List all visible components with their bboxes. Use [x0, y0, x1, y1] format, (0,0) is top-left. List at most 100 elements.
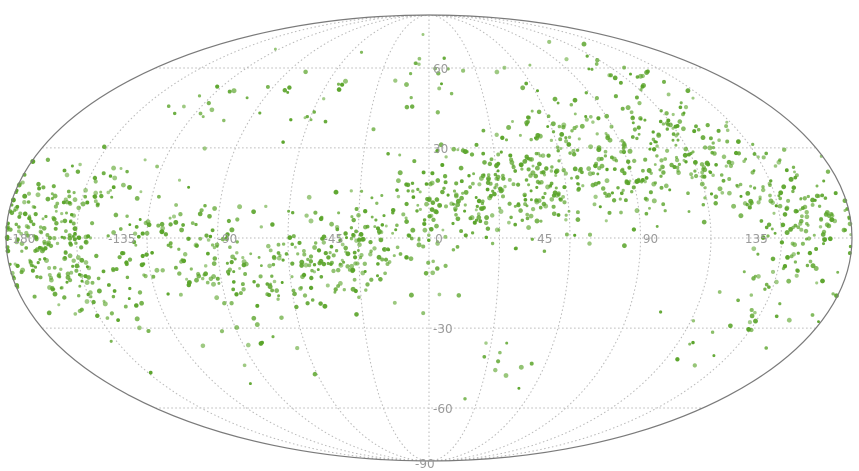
data-point [537, 133, 543, 139]
data-point [331, 268, 336, 274]
data-point [435, 178, 441, 183]
data-point [281, 242, 286, 246]
data-point [575, 217, 581, 222]
longitude-tick-label: 0 [435, 232, 443, 246]
data-point [224, 236, 229, 241]
data-point [632, 127, 637, 132]
data-point [123, 304, 128, 309]
data-point [619, 191, 624, 196]
data-point [761, 187, 766, 193]
data-point [770, 256, 776, 262]
data-point [627, 148, 633, 154]
data-point [290, 275, 294, 279]
data-point [356, 213, 361, 218]
data-point [231, 88, 237, 94]
data-point [24, 246, 29, 250]
data-point [770, 200, 775, 205]
data-point [409, 104, 415, 109]
data-point [791, 185, 797, 190]
data-point [267, 284, 273, 290]
data-point [550, 121, 556, 127]
data-point [498, 350, 502, 355]
data-point [383, 271, 387, 276]
data-point [685, 88, 691, 94]
data-point [676, 138, 680, 142]
data-point [592, 202, 597, 207]
data-point [630, 135, 635, 139]
data-point [140, 253, 145, 259]
data-point [541, 195, 545, 200]
data-point [570, 176, 573, 180]
data-point [79, 245, 84, 250]
data-point [83, 194, 88, 199]
data-point [525, 204, 529, 208]
data-point [63, 255, 67, 260]
data-point [456, 293, 462, 298]
data-point [753, 310, 757, 315]
data-point [482, 354, 487, 359]
data-point [74, 241, 78, 245]
data-point [34, 237, 39, 242]
data-point [337, 211, 341, 215]
data-point [701, 202, 706, 207]
data-point [785, 255, 790, 260]
data-point [137, 290, 143, 295]
data-point [405, 182, 411, 188]
data-point [493, 367, 498, 373]
data-point [291, 211, 295, 215]
data-point [496, 161, 501, 166]
data-point [206, 100, 211, 106]
data-point [45, 196, 51, 202]
data-point [590, 182, 596, 188]
data-point [742, 159, 746, 164]
data-point [284, 252, 289, 256]
data-point [474, 196, 478, 199]
data-point [672, 164, 677, 169]
data-point [93, 199, 98, 204]
latitude-tick-label: 60 [433, 62, 448, 76]
meridian-line [428, 14, 783, 462]
data-point [19, 241, 25, 246]
data-point [513, 204, 517, 208]
data-point [556, 149, 560, 153]
data-point [422, 218, 427, 222]
data-point [266, 243, 271, 249]
data-point [371, 127, 376, 132]
data-point [93, 179, 98, 184]
data-point [550, 165, 554, 169]
data-point [758, 195, 762, 199]
data-point [210, 228, 215, 233]
data-point [32, 234, 36, 238]
data-point [738, 182, 743, 187]
data-point [631, 185, 636, 190]
data-point [549, 197, 555, 202]
data-point [197, 211, 203, 217]
data-point [410, 227, 416, 233]
data-point [337, 233, 341, 237]
data-point [748, 198, 754, 204]
data-point [499, 150, 503, 154]
data-point [564, 139, 569, 144]
data-point [511, 182, 516, 187]
data-point [382, 214, 386, 218]
data-point [301, 248, 306, 253]
data-point [99, 193, 104, 199]
data-point [452, 189, 457, 193]
data-point [810, 202, 815, 207]
data-point [781, 184, 787, 190]
data-point [444, 155, 448, 159]
data-point [52, 193, 58, 199]
data-point [679, 101, 683, 105]
data-point [644, 176, 649, 180]
data-point [507, 220, 511, 225]
data-point [761, 155, 766, 160]
data-point [71, 258, 76, 263]
data-point [9, 210, 15, 216]
data-point [653, 163, 657, 166]
data-point [503, 184, 507, 189]
data-point [800, 241, 805, 246]
data-point [596, 145, 602, 151]
data-point [30, 268, 35, 273]
data-point [274, 288, 280, 293]
data-point [252, 280, 256, 284]
